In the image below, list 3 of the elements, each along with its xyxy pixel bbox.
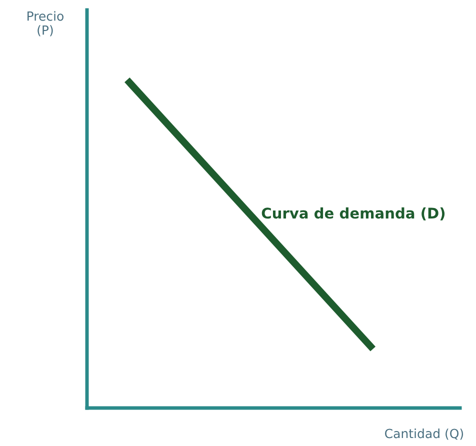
y-axis-title: Precio (P) <box>28 11 64 36</box>
series-label: Curva de demanda (D) <box>262 207 445 220</box>
x-axis-title: Cantidad (Q) <box>385 428 464 440</box>
